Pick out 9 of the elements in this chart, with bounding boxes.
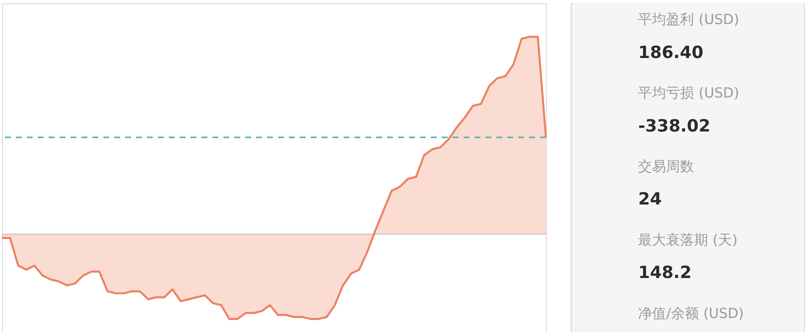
text: 148.2 [638,262,692,282]
text: 净值/余额 (USD) [638,306,744,322]
text: 24 [638,188,662,209]
text: 最大衰落期 (天) [638,232,738,248]
text: 交易周数 [638,158,694,175]
text: 平均盈利 (USD) [638,12,740,28]
text: -338.02 [638,115,710,136]
text: 平均亏损 (USD) [638,86,740,102]
text: 186.40 [638,42,704,62]
